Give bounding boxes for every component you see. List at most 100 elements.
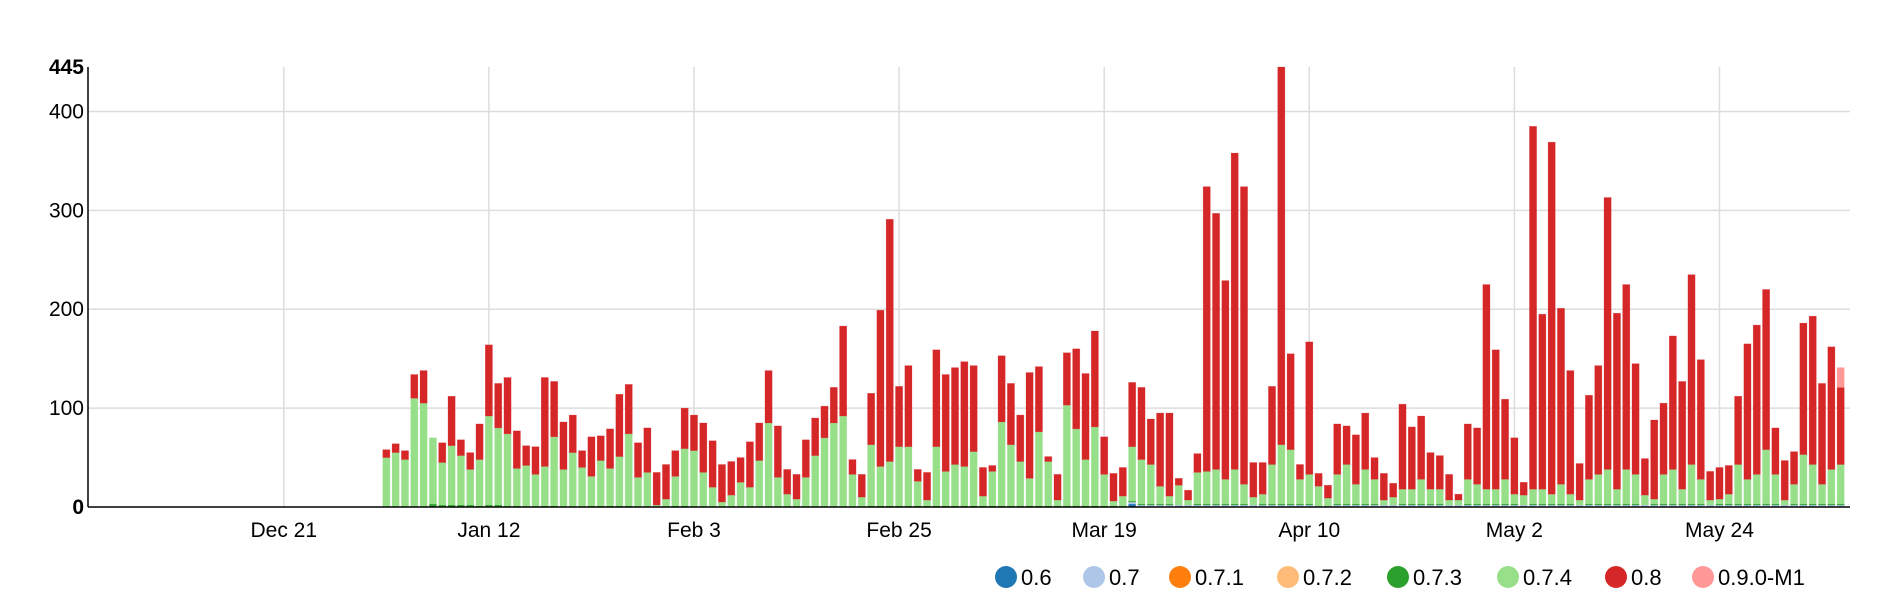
legend-item[interactable]: 0.9.0-M1 <box>1692 565 1805 590</box>
y-tick-label: 445 <box>49 56 84 79</box>
legend-label: 0.9.0-M1 <box>1718 565 1805 590</box>
bar-segment <box>1696 479 1705 505</box>
bar-segment <box>1743 479 1752 505</box>
bar-segment <box>1296 464 1304 480</box>
bar-segment <box>401 450 409 460</box>
bar-segment <box>951 367 959 465</box>
bar-segment <box>447 395 456 446</box>
bar-segment <box>624 384 633 435</box>
bar-segment <box>969 365 978 452</box>
bar-segment <box>839 325 848 417</box>
bar-segment <box>419 402 428 508</box>
legend-item[interactable]: 0.7 <box>1083 565 1140 590</box>
bar-segment <box>578 450 587 468</box>
bar-segment <box>484 344 493 417</box>
bar-segment <box>1100 436 1109 475</box>
bar-segment <box>1426 503 1435 506</box>
legend-item[interactable]: 0.7.4 <box>1497 565 1572 590</box>
bar-segment <box>466 469 475 506</box>
bar-segment <box>792 498 801 508</box>
bar-segment <box>1351 503 1360 506</box>
legend-swatch <box>995 566 1017 588</box>
bar-segment <box>1025 478 1034 507</box>
bar-segment <box>550 381 559 438</box>
bar-segment <box>1585 394 1593 480</box>
bar-segment <box>746 486 754 508</box>
bar-segment <box>1818 483 1826 505</box>
bar-segment <box>783 493 792 508</box>
bar-segment <box>1258 503 1267 506</box>
bar-segment <box>401 459 409 508</box>
bar-segment <box>1025 372 1034 479</box>
bar-segment <box>410 397 419 508</box>
bar-segment <box>1193 453 1202 473</box>
bar-segment <box>1538 503 1547 506</box>
bar-segment <box>503 377 512 435</box>
bar-segment <box>932 349 941 447</box>
bar-segment <box>1715 498 1724 505</box>
bar-segment <box>876 466 885 507</box>
bar-segment <box>1678 381 1687 490</box>
bar-segment <box>969 451 978 507</box>
bar-segment <box>1799 454 1808 505</box>
bar-segment <box>1715 467 1724 500</box>
legend-item[interactable]: 0.6 <box>995 565 1052 590</box>
legend[interactable]: 0.6 0.7 0.7.1 0.7.2 0.7.3 0.7.4 0.8 0.9.0-M1 <box>995 565 1805 590</box>
bar-segment <box>1100 474 1109 507</box>
bar-segment <box>1090 330 1099 428</box>
bar-segment <box>1221 479 1230 505</box>
legend-item[interactable]: 0.7.3 <box>1387 565 1462 590</box>
x-tick-label: Mar 19 <box>1072 519 1137 542</box>
bar-segment <box>1473 503 1481 506</box>
bar-segment <box>1566 370 1575 495</box>
bar-segment <box>690 450 698 508</box>
bar-segment <box>1230 152 1239 470</box>
bar-segment <box>1538 488 1547 505</box>
bar-segment <box>1314 473 1323 487</box>
bar-segment <box>1482 284 1491 490</box>
bar-segment <box>997 355 1006 423</box>
bar-segment <box>1305 341 1314 475</box>
bar-segment <box>783 469 792 495</box>
bar-segment <box>1510 437 1519 495</box>
bar-segment <box>1286 449 1295 505</box>
bar-segment <box>1277 66 1286 446</box>
bar-segment <box>1603 197 1612 470</box>
legend-label: 0.7.2 <box>1303 565 1352 590</box>
bar-segment <box>382 449 391 458</box>
bars <box>382 66 1845 508</box>
bar-segment <box>1762 449 1770 505</box>
bar-segment <box>1631 474 1640 505</box>
bar-segment <box>596 460 605 507</box>
legend-swatch <box>1692 566 1714 588</box>
legend-swatch <box>1169 566 1191 588</box>
bar-segment <box>1622 284 1631 470</box>
y-tick-label: 400 <box>49 100 84 123</box>
legend-item[interactable]: 0.8 <box>1605 565 1662 590</box>
bar-segment <box>1613 488 1621 505</box>
bar-segment <box>1361 469 1370 505</box>
bar-segment <box>699 472 708 508</box>
bar-segment <box>1081 459 1090 507</box>
bar-segment <box>596 435 605 461</box>
bar-segment <box>895 446 903 507</box>
bar-segment <box>1594 365 1603 475</box>
bar-segment <box>1212 469 1220 505</box>
bar-segment <box>1221 503 1230 506</box>
bar-segment <box>1062 352 1071 406</box>
bar-segment <box>960 466 969 507</box>
y-tick-label: 0 <box>72 496 84 519</box>
bar-segment <box>1463 503 1472 506</box>
bar-segment <box>1407 426 1416 490</box>
bar-segment <box>1426 452 1435 490</box>
bar-segment <box>1268 386 1276 465</box>
bar-segment <box>1333 474 1342 505</box>
bar-segment <box>1491 503 1500 506</box>
bar-segment <box>699 422 708 473</box>
x-tick-label: Apr 10 <box>1278 519 1340 542</box>
legend-item[interactable]: 0.7.1 <box>1169 565 1244 590</box>
legend-item[interactable]: 0.7.2 <box>1277 565 1352 590</box>
bar-segment <box>1566 503 1575 506</box>
bar-segment <box>1529 503 1537 506</box>
bar-segment <box>606 428 614 469</box>
